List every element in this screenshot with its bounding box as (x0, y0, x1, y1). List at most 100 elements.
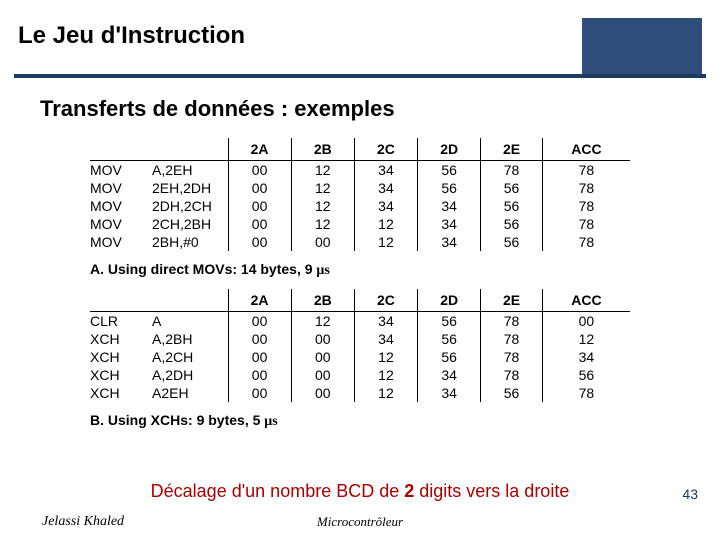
value-cell: 78 (481, 330, 543, 348)
value-cell: 56 (481, 215, 543, 233)
value-cell: 12 (291, 215, 354, 233)
table-row: MOV2DH,2CH001234345678 (90, 197, 630, 215)
col-head: 2E (481, 138, 543, 161)
table-row: MOV2BH,#0000012345678 (90, 233, 630, 251)
value-cell: 00 (228, 348, 291, 366)
col-head: 2B (291, 289, 354, 312)
col-head: 2D (418, 138, 481, 161)
table-row: MOVA,2EH001234567878 (90, 161, 630, 180)
value-cell: 56 (418, 312, 481, 331)
value-cell: 56 (481, 384, 543, 402)
value-cell: 00 (291, 348, 354, 366)
value-cell: 78 (481, 348, 543, 366)
value-cell: 12 (291, 312, 354, 331)
value-cell: 00 (291, 233, 354, 251)
value-cell: 00 (291, 366, 354, 384)
value-cell: 00 (228, 366, 291, 384)
value-cell: 34 (418, 366, 481, 384)
caption-b: B. Using XCHs: 9 bytes, 5 μs (90, 412, 630, 430)
table-row: XCHA,2DH000012347856 (90, 366, 630, 384)
value-cell: 00 (228, 233, 291, 251)
page-title: Le Jeu d'Instruction (18, 22, 245, 50)
table-row: XCHA2EH000012345678 (90, 384, 630, 402)
col-head: 2A (228, 289, 291, 312)
footer-course: Microcontrôleur (0, 514, 720, 530)
value-cell: 34 (418, 215, 481, 233)
value-cell: 56 (418, 348, 481, 366)
value-cell: 78 (542, 197, 630, 215)
value-cell: 34 (354, 330, 417, 348)
mnemonic-cell: MOV (90, 215, 146, 233)
bottom-caption: Décalage d'un nombre BCD de 2 digits ver… (0, 481, 720, 502)
subtitle: Transferts de données : exemples (40, 96, 395, 122)
col-head: 2D (418, 289, 481, 312)
value-cell: 34 (418, 384, 481, 402)
col-head: ACC (542, 138, 630, 161)
table-row: CLRA001234567800 (90, 312, 630, 331)
value-cell: 78 (481, 366, 543, 384)
value-cell: 34 (354, 312, 417, 331)
value-cell: 78 (481, 161, 543, 180)
value-cell: 78 (542, 161, 630, 180)
table-row: MOV2CH,2BH001212345678 (90, 215, 630, 233)
tables-area: 2A 2B 2C 2D 2E ACC MOVA,2EH001234567878M… (90, 138, 630, 430)
title-underline (14, 74, 706, 78)
value-cell: 78 (481, 312, 543, 331)
col-head: ACC (542, 289, 630, 312)
caption-a: A. Using direct MOVs: 14 bytes, 9 μs (90, 261, 630, 279)
table-b: 2A 2B 2C 2D 2E ACC CLRA001234567800XCHA,… (90, 289, 630, 402)
col-head: 2C (354, 138, 417, 161)
caption-a-text: A. Using direct MOVs: 14 bytes, 9 (90, 261, 316, 277)
bc-post: digits vers la droite (414, 481, 569, 501)
col-head: 2E (481, 289, 543, 312)
operands-cell: 2BH,#0 (146, 233, 228, 251)
page-number: 43 (682, 486, 698, 502)
value-cell: 00 (228, 330, 291, 348)
value-cell: 34 (418, 197, 481, 215)
value-cell: 00 (228, 197, 291, 215)
col-head: 2B (291, 138, 354, 161)
mnemonic-cell: XCH (90, 330, 146, 348)
value-cell: 56 (481, 179, 543, 197)
value-cell: 34 (354, 179, 417, 197)
value-cell: 12 (354, 384, 417, 402)
value-cell: 12 (354, 233, 417, 251)
value-cell: 34 (542, 348, 630, 366)
value-cell: 78 (542, 384, 630, 402)
value-cell: 00 (291, 330, 354, 348)
operands-cell: 2EH,2DH (146, 179, 228, 197)
mnemonic-cell: MOV (90, 161, 146, 180)
table-a: 2A 2B 2C 2D 2E ACC MOVA,2EH001234567878M… (90, 138, 630, 251)
value-cell: 56 (481, 233, 543, 251)
mnemonic-cell: MOV (90, 197, 146, 215)
value-cell: 00 (542, 312, 630, 331)
value-cell: 56 (542, 366, 630, 384)
value-cell: 00 (228, 215, 291, 233)
mnemonic-cell: XCH (90, 348, 146, 366)
value-cell: 00 (228, 384, 291, 402)
operands-cell: 2CH,2BH (146, 215, 228, 233)
bc-bold: 2 (404, 481, 414, 501)
col-head: 2C (354, 289, 417, 312)
value-cell: 00 (228, 179, 291, 197)
col-head: 2A (228, 138, 291, 161)
value-cell: 34 (418, 233, 481, 251)
table-row: XCHA,2CH000012567834 (90, 348, 630, 366)
mnemonic-cell: XCH (90, 384, 146, 402)
caption-b-unit: μs (264, 414, 277, 429)
mnemonic-cell: CLR (90, 312, 146, 331)
operands-cell: A,2BH (146, 330, 228, 348)
value-cell: 00 (228, 312, 291, 331)
value-cell: 78 (542, 233, 630, 251)
mnemonic-cell: MOV (90, 233, 146, 251)
value-cell: 12 (354, 366, 417, 384)
value-cell: 12 (291, 161, 354, 180)
value-cell: 78 (542, 215, 630, 233)
value-cell: 56 (418, 330, 481, 348)
operands-cell: A,2CH (146, 348, 228, 366)
operands-cell: A2EH (146, 384, 228, 402)
value-cell: 78 (542, 179, 630, 197)
value-cell: 34 (354, 197, 417, 215)
value-cell: 12 (291, 179, 354, 197)
operands-cell: A (146, 312, 228, 331)
